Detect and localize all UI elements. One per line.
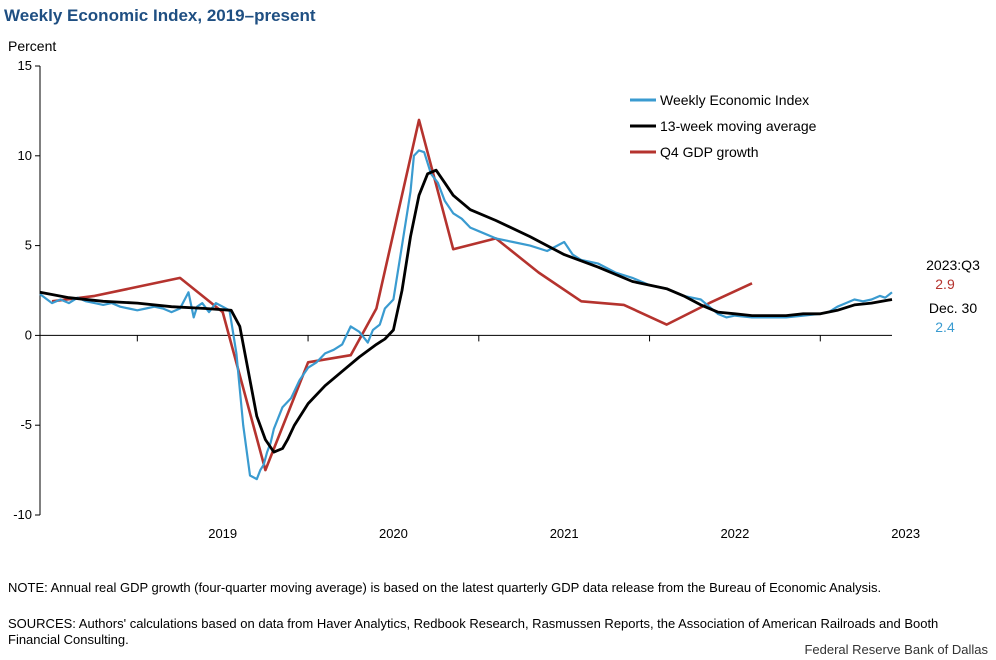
- y-tick-label: 10: [18, 148, 32, 163]
- y-tick-label: -10: [13, 507, 32, 522]
- legend-label: Weekly Economic Index: [660, 92, 809, 108]
- chart-sources: SOURCES: Authors' calculations based on …: [8, 616, 939, 647]
- legend-label: 13-week moving average: [660, 118, 817, 134]
- chart-canvas: -10 -5 0 5 10 15 Percent 2019 2020 2021 2022 2023 We…: [8, 38, 980, 541]
- x-tick-label: 2022: [720, 526, 749, 541]
- end-label-value: 2.4: [935, 319, 955, 335]
- x-tick-label: 2021: [550, 526, 579, 541]
- series-line-0: [39, 149, 893, 481]
- y-tick-label: 15: [18, 58, 32, 73]
- series-line-2: [51, 118, 753, 472]
- y-tick-label: -5: [20, 417, 32, 432]
- series-line-1: [39, 168, 893, 454]
- x-tick-label: 2019: [208, 526, 237, 541]
- x-tick-label: 2023: [891, 526, 920, 541]
- end-label-date: 2023:Q3: [926, 257, 980, 273]
- end-label-value: 2.9: [935, 276, 955, 292]
- y-axis-title: Percent: [8, 38, 56, 54]
- chart-note: NOTE: Annual real GDP growth (four-quart…: [8, 580, 882, 595]
- y-tick-label: 0: [25, 327, 32, 342]
- y-tick-label: 5: [25, 238, 32, 253]
- credit-label: Federal Reserve Bank of Dallas: [804, 642, 988, 657]
- legend-label: Q4 GDP growth: [660, 144, 759, 160]
- x-tick-label: 2020: [379, 526, 408, 541]
- chart-title: Weekly Economic Index, 2019–present: [4, 6, 316, 25]
- end-label-date: Dec. 30: [929, 300, 977, 316]
